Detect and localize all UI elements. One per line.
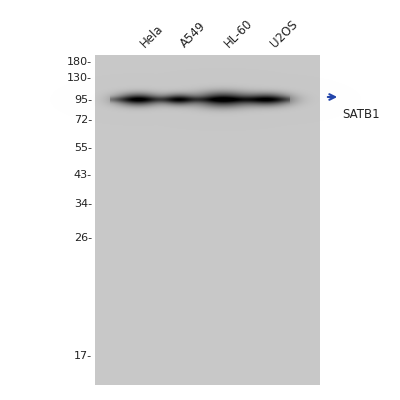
- Text: SATB1: SATB1: [342, 108, 380, 121]
- Text: 95-: 95-: [74, 95, 92, 105]
- Text: 43-: 43-: [74, 170, 92, 180]
- Text: 55-: 55-: [74, 143, 92, 153]
- Text: A549: A549: [178, 19, 209, 50]
- Text: 130-: 130-: [67, 73, 92, 83]
- Text: 26-: 26-: [74, 233, 92, 243]
- Text: 72-: 72-: [74, 115, 92, 125]
- Text: 180-: 180-: [67, 57, 92, 67]
- Text: 17-: 17-: [74, 351, 92, 361]
- Text: 34-: 34-: [74, 199, 92, 209]
- Text: U2OS: U2OS: [268, 18, 300, 50]
- Text: Hela: Hela: [138, 22, 166, 50]
- Text: HL-60: HL-60: [222, 16, 256, 50]
